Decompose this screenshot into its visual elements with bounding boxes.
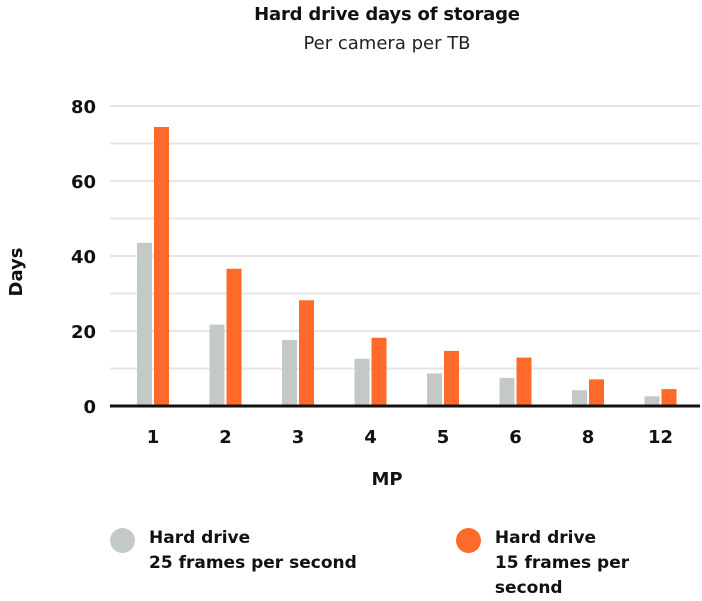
bar-15fps-mp-8 — [589, 379, 604, 406]
x-tick-label: 8 — [582, 427, 595, 448]
bar-15fps-mp-4 — [371, 337, 387, 406]
bar-15fps-mp-12 — [661, 389, 677, 406]
legend-swatch-25fps — [110, 528, 135, 553]
x-tick-labels: 1 2 3 4 5 6 8 12 — [147, 427, 673, 448]
y-tick-labels: 0 20 40 60 80 — [71, 97, 96, 418]
chart-title: Hard drive days of storage — [254, 4, 520, 25]
legend-label-15fps-line1: Hard drive — [494, 528, 597, 548]
bar-15fps-mp-2 — [226, 268, 242, 406]
legend-label-25fps: Hard drive 25 frames per second — [149, 526, 357, 576]
y-axis-label: Days — [6, 248, 27, 297]
x-tick-label: 5 — [437, 427, 450, 448]
bar-15fps-mp-6 — [516, 357, 532, 406]
bar-25fps-mp-8 — [572, 390, 587, 406]
legend-item-15fps: Hard drive 15 frames per second — [456, 526, 702, 601]
y-tick-label: 20 — [71, 322, 96, 343]
bar-25fps-mp-5 — [427, 373, 442, 406]
x-axis-label: MP — [371, 469, 402, 490]
chart-subtitle: Per camera per TB — [303, 33, 471, 54]
legend-label-15fps: Hard drive 15 frames per second — [495, 526, 702, 601]
x-tick-label: 3 — [292, 427, 305, 448]
legend-label-25fps-line2: 25 frames per second — [149, 553, 357, 573]
gridlines — [110, 105, 700, 370]
bar-15fps-mp-5 — [444, 350, 459, 406]
y-tick-label: 0 — [83, 397, 96, 418]
y-tick-label: 80 — [71, 97, 96, 118]
y-tick-label: 40 — [71, 247, 96, 268]
bar-15fps-mp-3 — [299, 300, 314, 406]
bar-25fps-mp-4 — [354, 358, 370, 406]
legend-item-25fps: Hard drive 25 frames per second — [110, 526, 357, 576]
bar-25fps-mp-6 — [499, 377, 515, 406]
bar-25fps-mp-2 — [209, 324, 225, 406]
x-tick-label: 2 — [219, 427, 232, 448]
x-tick-label: 12 — [648, 427, 673, 448]
bar-25fps-mp-12 — [644, 396, 660, 406]
bars — [137, 127, 677, 406]
bar-15fps-mp-1 — [154, 127, 169, 406]
x-tick-label: 1 — [147, 427, 160, 448]
x-tick-label: 6 — [509, 427, 522, 448]
y-tick-label: 60 — [71, 172, 96, 193]
legend-label-25fps-line1: Hard drive — [149, 528, 251, 548]
bar-25fps-mp-1 — [137, 242, 152, 406]
legend-label-15fps-line2: 15 frames per second — [494, 553, 630, 598]
bar-25fps-mp-3 — [282, 340, 297, 406]
x-tick-label: 4 — [364, 427, 377, 448]
legend-swatch-15fps — [456, 528, 481, 553]
